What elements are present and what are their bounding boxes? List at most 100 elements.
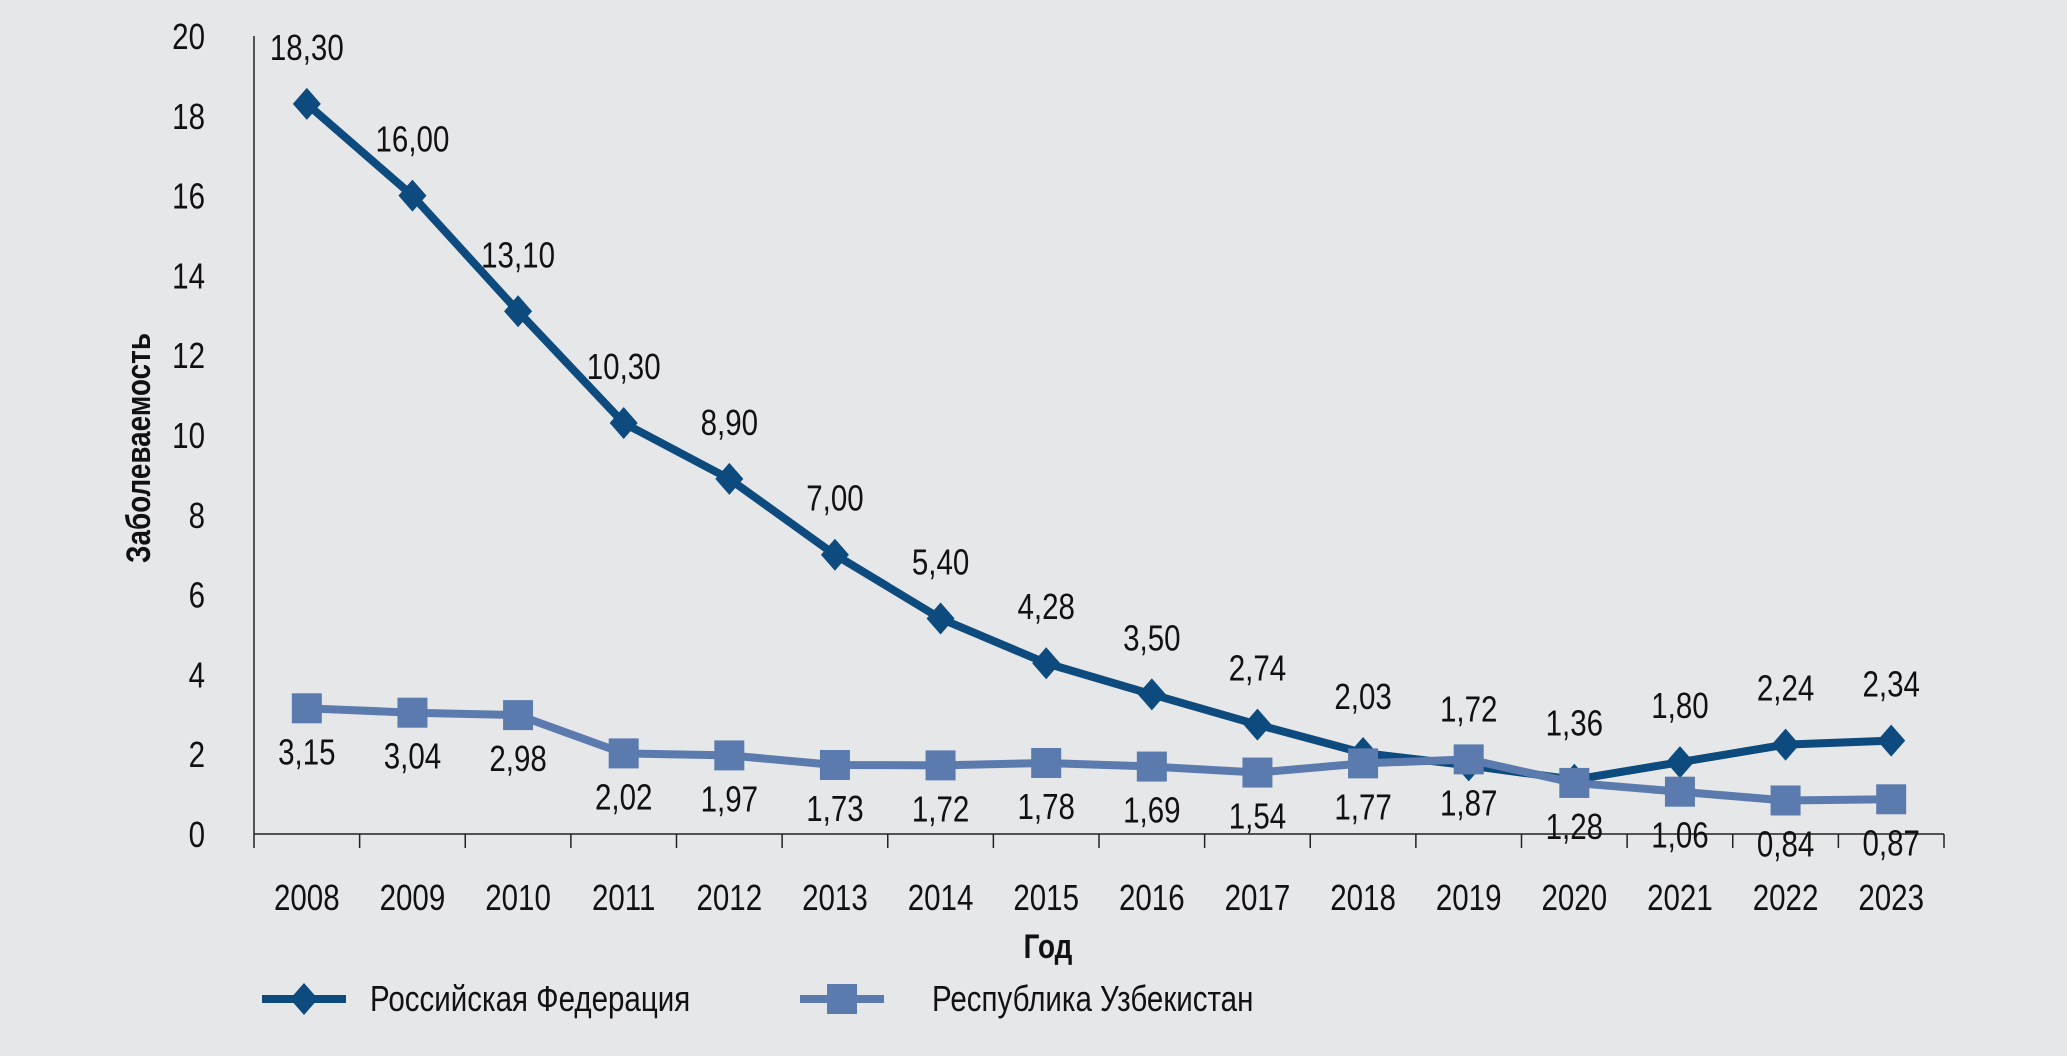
- data-label: 5,40: [912, 542, 969, 582]
- x-tick-label: 2010: [485, 877, 551, 917]
- x-axis-title: Год: [1024, 927, 1073, 965]
- square-marker: [1242, 757, 1273, 788]
- data-label: 2,02: [595, 777, 652, 817]
- data-label: 7,00: [806, 478, 863, 518]
- diamond-marker: [1877, 724, 1906, 757]
- diamond-marker: [820, 538, 849, 571]
- diamond-marker: [292, 87, 321, 120]
- data-label: 8,90: [701, 402, 758, 442]
- x-tick-label: 2022: [1753, 877, 1819, 917]
- diamond-marker: [715, 462, 744, 495]
- x-tick-label: 2013: [802, 877, 868, 917]
- square-marker: [827, 984, 857, 1014]
- y-tick-label: 2: [189, 734, 205, 774]
- data-label: 1,36: [1546, 703, 1603, 743]
- square-marker: [608, 738, 639, 769]
- x-tick-label: 2020: [1541, 877, 1607, 917]
- data-label: 1,87: [1440, 783, 1497, 823]
- legend-label: Республика Узбекистан: [932, 978, 1253, 1018]
- data-label: 0,87: [1862, 822, 1919, 862]
- x-tick-label: 2009: [380, 877, 446, 917]
- diamond-marker: [290, 983, 318, 1015]
- diamond-marker: [926, 602, 955, 635]
- square-marker: [1348, 748, 1379, 779]
- square-marker: [503, 700, 534, 731]
- x-tick-label: 2016: [1119, 877, 1185, 917]
- data-label: 3,50: [1123, 618, 1180, 658]
- x-tick-label: 2014: [908, 877, 974, 917]
- data-label: 3,04: [384, 736, 441, 776]
- data-label: 2,74: [1229, 648, 1286, 688]
- square-marker: [1664, 776, 1695, 807]
- x-tick-label: 2018: [1330, 877, 1396, 917]
- data-label: 13,10: [481, 235, 555, 275]
- y-tick-label: 14: [172, 256, 205, 296]
- data-label: 2,98: [489, 738, 546, 778]
- data-label: 2,34: [1862, 664, 1919, 704]
- legend-label: Российская Федерация: [370, 978, 690, 1018]
- diamond-marker: [609, 407, 638, 440]
- data-labels: 18,30 16,00 13,10 10,30 8,90 7,00 5,40 4,28 3,50…: [270, 27, 1920, 864]
- square-marker: [714, 740, 745, 771]
- data-label: 1,69: [1123, 790, 1180, 830]
- y-tick-label: 0: [189, 814, 205, 854]
- data-label: 1,78: [1017, 786, 1074, 826]
- x-tick-label: 2021: [1647, 877, 1713, 917]
- data-label: 18,30: [270, 27, 344, 67]
- data-label: 16,00: [376, 119, 450, 159]
- legend: Российская Федерация Республика Узбекиста…: [262, 978, 1253, 1019]
- data-label: 2,03: [1334, 676, 1391, 716]
- diamond-marker: [504, 295, 533, 328]
- data-label: 1,72: [1440, 689, 1497, 729]
- axes: 0 2 4 6 8 10 12 14 16 18 20 2008 2009 2010 2011 2012 201…: [172, 16, 1945, 918]
- x-tick-label: 2008: [274, 877, 340, 917]
- data-label: 1,72: [912, 789, 969, 829]
- series-line-0: [304, 100, 1892, 784]
- y-tick-label: 6: [189, 575, 205, 615]
- data-label: 0,84: [1757, 824, 1814, 864]
- square-marker: [925, 750, 956, 781]
- diamond-marker: [398, 179, 427, 212]
- diamond-marker: [1771, 728, 1800, 761]
- data-label: 1,97: [701, 779, 758, 819]
- x-tick-label: 2015: [1013, 877, 1079, 917]
- data-label: 1,54: [1229, 796, 1286, 836]
- square-marker: [397, 697, 428, 728]
- x-tick-label: 2023: [1858, 877, 1924, 917]
- square-marker: [1770, 785, 1801, 816]
- square-marker: [291, 693, 322, 724]
- square-marker: [819, 749, 850, 780]
- data-label: 1,73: [806, 788, 863, 828]
- y-tick-label: 16: [172, 176, 205, 216]
- series-layer: [291, 87, 1907, 816]
- x-tick-label: 2019: [1436, 877, 1502, 917]
- data-label: 2,24: [1757, 668, 1814, 708]
- data-label: 4,28: [1017, 586, 1074, 626]
- diamond-marker: [1137, 678, 1166, 711]
- x-tick-label: 2017: [1225, 877, 1291, 917]
- y-tick-label: 4: [189, 655, 205, 695]
- series-line-1: [306, 704, 1892, 805]
- square-marker: [1453, 744, 1484, 775]
- data-label: 1,80: [1651, 685, 1708, 725]
- square-marker: [1136, 751, 1167, 782]
- x-tick-label: 2011: [592, 877, 655, 917]
- diamond-marker: [1665, 746, 1694, 779]
- data-label: 1,06: [1651, 815, 1708, 855]
- data-label: 10,30: [587, 346, 661, 386]
- square-marker: [1031, 747, 1062, 778]
- data-label: 1,77: [1334, 787, 1391, 827]
- diamond-marker: [1032, 647, 1061, 680]
- square-marker: [1876, 784, 1907, 815]
- diamond-marker: [1243, 708, 1272, 741]
- y-axis-title: Заболеваемость: [119, 333, 157, 563]
- y-tick-label: 8: [189, 495, 205, 535]
- y-tick-label: 10: [172, 415, 205, 455]
- x-tick-label: 2012: [696, 877, 762, 917]
- y-tick-label: 18: [172, 96, 205, 136]
- data-label: 1,28: [1546, 806, 1603, 846]
- y-tick-label: 20: [172, 16, 205, 56]
- data-label: 3,15: [278, 732, 335, 772]
- square-marker: [1559, 767, 1590, 798]
